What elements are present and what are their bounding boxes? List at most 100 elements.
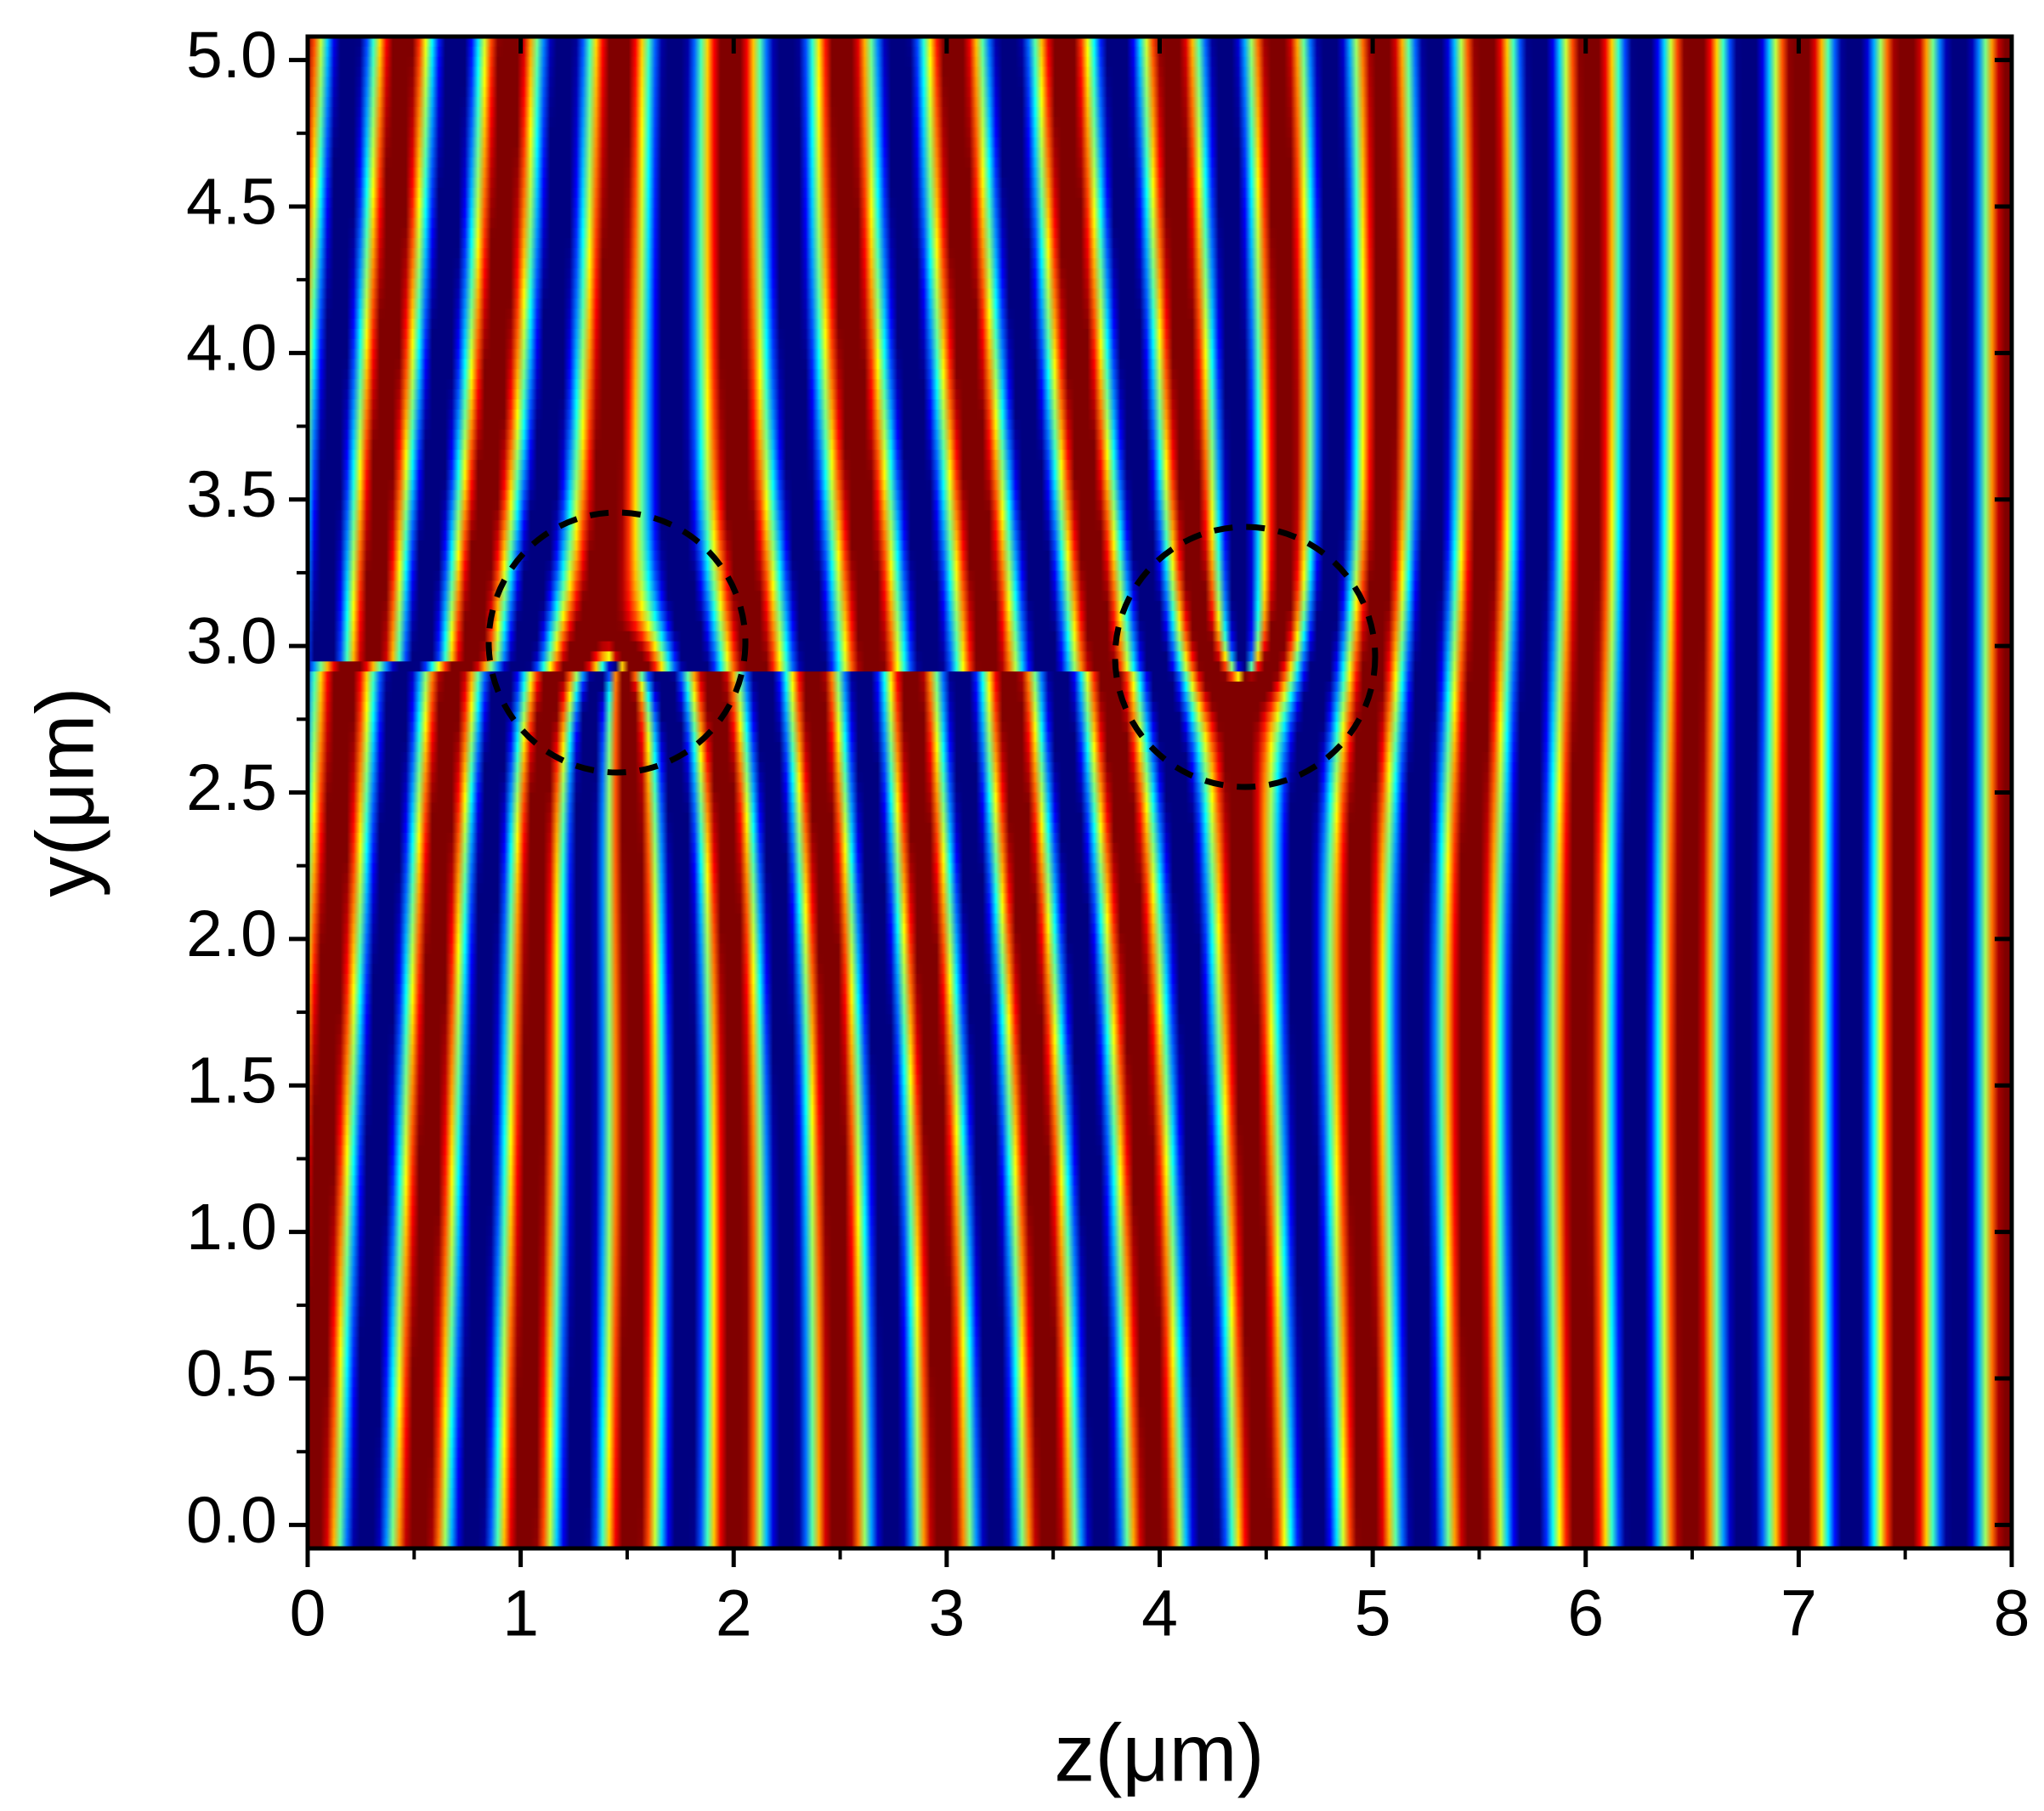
field-row xyxy=(308,1468,2012,1479)
field-row xyxy=(308,1215,2012,1227)
field-row xyxy=(308,56,2012,68)
y-tick-label: 5.0 xyxy=(186,19,277,92)
field-row xyxy=(308,228,2012,239)
field-row xyxy=(308,469,2012,481)
field-row xyxy=(308,1377,2012,1389)
field-row xyxy=(308,1246,2012,1257)
x-tick-label: 5 xyxy=(1355,1576,1391,1650)
field-row xyxy=(308,1095,2012,1106)
field-row xyxy=(308,510,2012,522)
field-row xyxy=(308,782,2012,794)
field-row xyxy=(308,580,2012,592)
field-row xyxy=(308,1115,2012,1126)
field-row xyxy=(308,1054,2012,1066)
y-tick-label: 0.5 xyxy=(186,1337,277,1410)
field-row xyxy=(308,167,2012,178)
field-row xyxy=(308,802,2012,814)
field-row xyxy=(308,490,2012,501)
field-row xyxy=(308,1135,2012,1146)
field-row xyxy=(308,1477,2012,1489)
field-row xyxy=(308,1427,2012,1439)
field-row xyxy=(308,369,2012,381)
field-row xyxy=(308,722,2012,733)
field-row xyxy=(308,439,2012,451)
field-row xyxy=(308,338,2012,350)
y-tick-label: 3.5 xyxy=(186,458,277,531)
field-row xyxy=(308,187,2012,199)
field-row xyxy=(308,359,2012,371)
field-row xyxy=(308,913,2012,925)
field-row xyxy=(308,852,2012,864)
field-row xyxy=(308,1497,2012,1509)
y-tick-label: 4.0 xyxy=(186,312,277,385)
field-row xyxy=(308,1276,2012,1288)
field-row xyxy=(308,832,2012,844)
field-row xyxy=(308,1316,2012,1327)
field-row xyxy=(308,147,2012,159)
field-row xyxy=(308,178,2012,189)
field-row xyxy=(308,1518,2012,1530)
field-row xyxy=(308,761,2012,773)
field-row xyxy=(308,1447,2012,1459)
field-row xyxy=(308,379,2012,390)
field-row xyxy=(308,943,2012,955)
field-row xyxy=(308,278,2012,290)
field-row xyxy=(308,116,2012,128)
field-row xyxy=(308,1256,2012,1267)
field-row xyxy=(308,1034,2012,1045)
field-row xyxy=(308,823,2012,834)
field-row xyxy=(308,631,2012,642)
field-row xyxy=(308,591,2012,602)
field-row xyxy=(308,1105,2012,1116)
field-row xyxy=(308,973,2012,985)
field-row xyxy=(308,1195,2012,1207)
field-row xyxy=(308,389,2012,400)
field-row xyxy=(308,328,2012,340)
field-row xyxy=(308,933,2012,945)
y-axis-label: y(μm) xyxy=(20,687,110,897)
field-row xyxy=(308,893,2012,904)
field-row xyxy=(308,1186,2012,1197)
field-row xyxy=(308,671,2012,682)
field-row xyxy=(308,450,2012,461)
field-row xyxy=(308,1336,2012,1348)
x-tick-label: 2 xyxy=(716,1576,752,1650)
field-row xyxy=(308,409,2012,421)
field-row xyxy=(308,732,2012,743)
x-tick-label: 0 xyxy=(290,1576,326,1650)
field-row xyxy=(308,772,2012,784)
field-row xyxy=(308,460,2012,471)
field-row xyxy=(308,1236,2012,1247)
field-row xyxy=(308,127,2012,139)
y-tick-label: 4.5 xyxy=(186,165,277,238)
field-row xyxy=(308,248,2012,259)
field-row xyxy=(308,1265,2012,1277)
y-tick-label: 3.0 xyxy=(186,604,277,677)
field-row xyxy=(308,993,2012,1005)
y-tick-label: 2.5 xyxy=(186,751,277,824)
field-row xyxy=(308,964,2012,975)
field-row xyxy=(308,419,2012,431)
field-row xyxy=(308,1346,2012,1358)
field-row xyxy=(308,792,2012,804)
field-row xyxy=(308,1124,2012,1136)
field-row xyxy=(308,701,2012,713)
x-tick-label: 1 xyxy=(502,1576,539,1650)
field-row xyxy=(308,954,2012,965)
field-row xyxy=(308,399,2012,410)
field-row xyxy=(308,268,2012,280)
field-row xyxy=(308,87,2012,98)
field-row xyxy=(308,107,2012,118)
field-row xyxy=(308,1417,2012,1429)
y-tick-label: 0.0 xyxy=(186,1484,277,1557)
field-row xyxy=(308,530,2012,541)
field-row xyxy=(308,903,2012,914)
field-row xyxy=(308,520,2012,531)
field-row xyxy=(308,1487,2012,1499)
field-row xyxy=(308,207,2012,219)
field-row xyxy=(308,66,2012,78)
field-map xyxy=(308,37,2012,1549)
field-row xyxy=(308,97,2012,108)
y-tick-label: 1.0 xyxy=(186,1191,277,1264)
field-row xyxy=(308,258,2012,269)
